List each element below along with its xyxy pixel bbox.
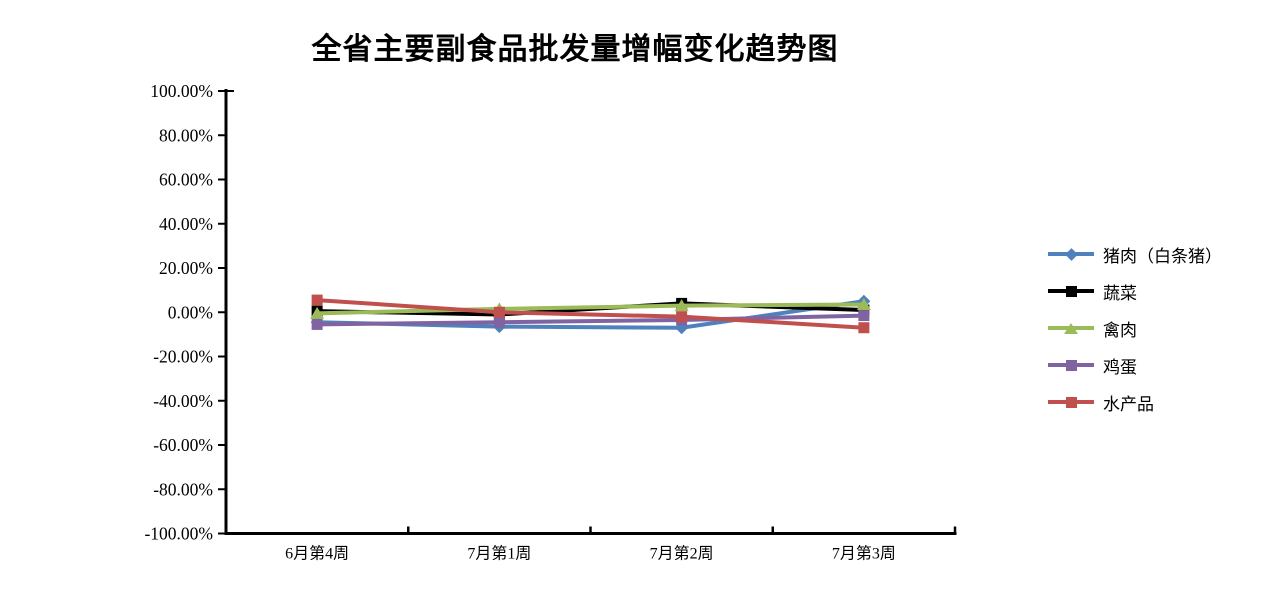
legend-item: 禽肉 — [1048, 318, 1222, 340]
legend-swatch — [1048, 392, 1094, 412]
square-marker-icon — [1065, 396, 1077, 408]
y-tick-label: 60.00% — [159, 170, 213, 190]
marker-triangle — [856, 298, 871, 311]
diamond-marker-icon — [1064, 247, 1078, 261]
marker-square — [858, 304, 870, 316]
legend-item: 猪肉（白条猪） — [1048, 244, 1222, 266]
axes: 100.00% 80.00% 60.00% 40.00% 20.00% 0.00% -20.… — [144, 81, 957, 563]
y-tick-label: 100.00% — [150, 81, 213, 101]
y-tick-label: -60.00% — [153, 435, 213, 455]
x-tick-label: 6月第4周 — [285, 545, 349, 563]
legend-item: 蔬菜 — [1048, 281, 1222, 303]
legend-swatch — [1048, 244, 1094, 264]
x-tick-label: 7月第1周 — [467, 545, 531, 563]
legend-label: 水产品 — [1103, 394, 1154, 414]
y-tick-label: 80.00% — [159, 125, 213, 145]
square-marker-icon — [1065, 359, 1077, 371]
series-line — [316, 298, 864, 330]
y-tick-label: 0.00% — [168, 302, 213, 322]
x-tick-label: 7月第2周 — [650, 545, 714, 563]
marker-square — [493, 316, 505, 328]
marker-square — [858, 310, 870, 322]
legend-swatch — [1048, 355, 1094, 375]
legend-swatch — [1048, 318, 1094, 338]
y-tick-label: 20.00% — [159, 258, 213, 278]
marker-square — [311, 318, 323, 330]
legend-label: 猪肉（白条猪） — [1103, 246, 1222, 266]
series-line — [317, 313, 864, 327]
y-tick-label: -40.00% — [153, 391, 213, 411]
marker-triangle — [310, 306, 325, 319]
marker-triangle — [674, 299, 689, 312]
marker-square — [676, 311, 688, 323]
legend-swatch — [1048, 281, 1094, 301]
y-tick-label: -20.00% — [153, 347, 213, 367]
legend-item: 水产品 — [1048, 392, 1222, 414]
legend-label: 禽肉 — [1103, 320, 1137, 340]
y-tick-label: -100.00% — [144, 524, 213, 544]
marker-square — [858, 322, 870, 334]
chart-legend: 猪肉（白条猪） 蔬菜禽肉鸡蛋水产品 — [1048, 244, 1222, 429]
legend-item: 鸡蛋 — [1048, 355, 1222, 377]
x-tick-label: 7月第3周 — [832, 545, 896, 563]
series-line — [317, 302, 864, 316]
legend-label: 鸡蛋 — [1103, 357, 1137, 377]
y-tick-label: -80.00% — [153, 479, 213, 499]
marker-square — [311, 294, 323, 306]
triangle-marker-icon — [1064, 322, 1078, 334]
marker-square — [493, 306, 505, 318]
square-marker-icon — [1065, 285, 1077, 297]
chart-title: 全省主要副食品批发量增幅变化趋势图 — [311, 33, 839, 66]
y-tick-label: 40.00% — [159, 214, 213, 234]
legend-label: 蔬菜 — [1103, 283, 1137, 303]
series-5 — [311, 294, 870, 334]
